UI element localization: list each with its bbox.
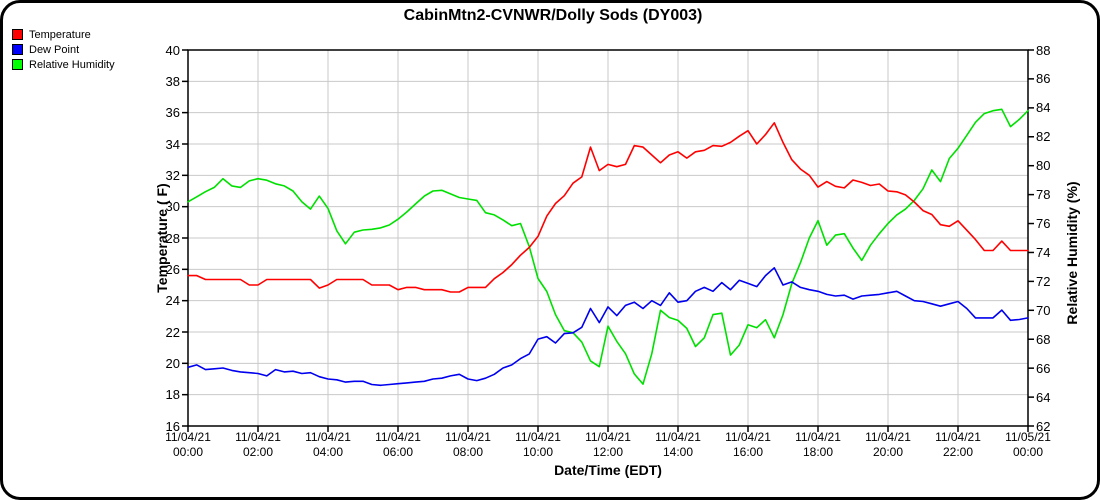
x-tick-label: 11/04/21 16:00	[725, 430, 771, 459]
x-tick-label: 11/04/21 22:00	[935, 430, 981, 459]
series-line-relative-humidity	[187, 108, 1029, 385]
x-tick-label: 11/04/21 00:00	[165, 430, 211, 459]
x-tick-label: 11/04/21 14:00	[655, 430, 701, 459]
y-tick-label-right: 82	[1036, 129, 1051, 145]
y-tick-label-right: 68	[1036, 331, 1051, 347]
legend-item: Dew Point	[12, 42, 115, 57]
y-tick-label-left: 28	[165, 230, 180, 246]
y-tick-label-left: 32	[165, 167, 180, 183]
plot-area	[182, 49, 1034, 432]
y-tick-label-right: 74	[1036, 244, 1051, 260]
x-tick-label: 11/05/21 00:00	[1005, 430, 1051, 459]
x-tick-label: 11/04/21 20:00	[865, 430, 911, 459]
y-tick-label-right: 76	[1036, 216, 1051, 232]
y-tick-label-right: 72	[1036, 273, 1051, 289]
legend-item: Temperature	[12, 27, 115, 42]
y-tick-label-right: 80	[1036, 158, 1051, 174]
x-tick-label: 11/04/21 08:00	[445, 430, 491, 459]
x-tick-label: 11/04/21 02:00	[235, 430, 281, 459]
y-tick-label-left: 34	[165, 136, 180, 152]
x-tick-label: 11/04/21 18:00	[795, 430, 841, 459]
legend-swatch-icon	[12, 29, 23, 40]
y-tick-label-right: 62	[1036, 418, 1051, 434]
series-line-temperature	[187, 122, 1029, 293]
y-tick-label-left: 26	[165, 261, 180, 277]
y-tick-label-left: 36	[165, 105, 180, 121]
chart-title: CabinMtn2-CVNWR/Dolly Sods (DY003)	[403, 7, 703, 24]
legend-item: Relative Humidity	[12, 57, 115, 72]
legend-label: Dew Point	[29, 43, 80, 56]
y-tick-label-right: 64	[1036, 389, 1051, 405]
x-tick-label: 11/04/21 06:00	[375, 430, 421, 459]
x-axis-title: Date/Time (EDT)	[554, 462, 662, 478]
x-tick-label: 11/04/21 10:00	[515, 430, 561, 459]
y-tick-label-left: 20	[165, 355, 180, 371]
y-tick-label-right: 78	[1036, 187, 1051, 203]
y-tick-label-right: 86	[1036, 71, 1051, 87]
y-tick-label-right: 84	[1036, 100, 1051, 116]
legend-swatch-icon	[12, 59, 23, 70]
y-tick-label-left: 22	[165, 324, 180, 340]
legend: Temperature Dew Point Relative Humidity	[12, 27, 115, 72]
y-tick-label-left: 30	[165, 199, 180, 215]
y-tick-label-left: 16	[165, 418, 180, 434]
y-tick-label-left: 40	[165, 42, 180, 58]
y-tick-label-left: 24	[165, 293, 180, 309]
series-line-dew-point	[187, 266, 1029, 387]
y-tick-label-left: 38	[165, 73, 180, 89]
y-tick-label-left: 18	[165, 387, 180, 403]
y-tick-label-right: 88	[1036, 42, 1051, 58]
x-tick-label: 11/04/21 12:00	[585, 430, 631, 459]
y-tick-label-right: 70	[1036, 302, 1051, 318]
legend-label: Relative Humidity	[29, 58, 115, 71]
legend-label: Temperature	[29, 28, 91, 41]
legend-swatch-icon	[12, 44, 23, 55]
y-tick-label-right: 66	[1036, 360, 1051, 376]
x-tick-label: 11/04/21 04:00	[305, 430, 351, 459]
